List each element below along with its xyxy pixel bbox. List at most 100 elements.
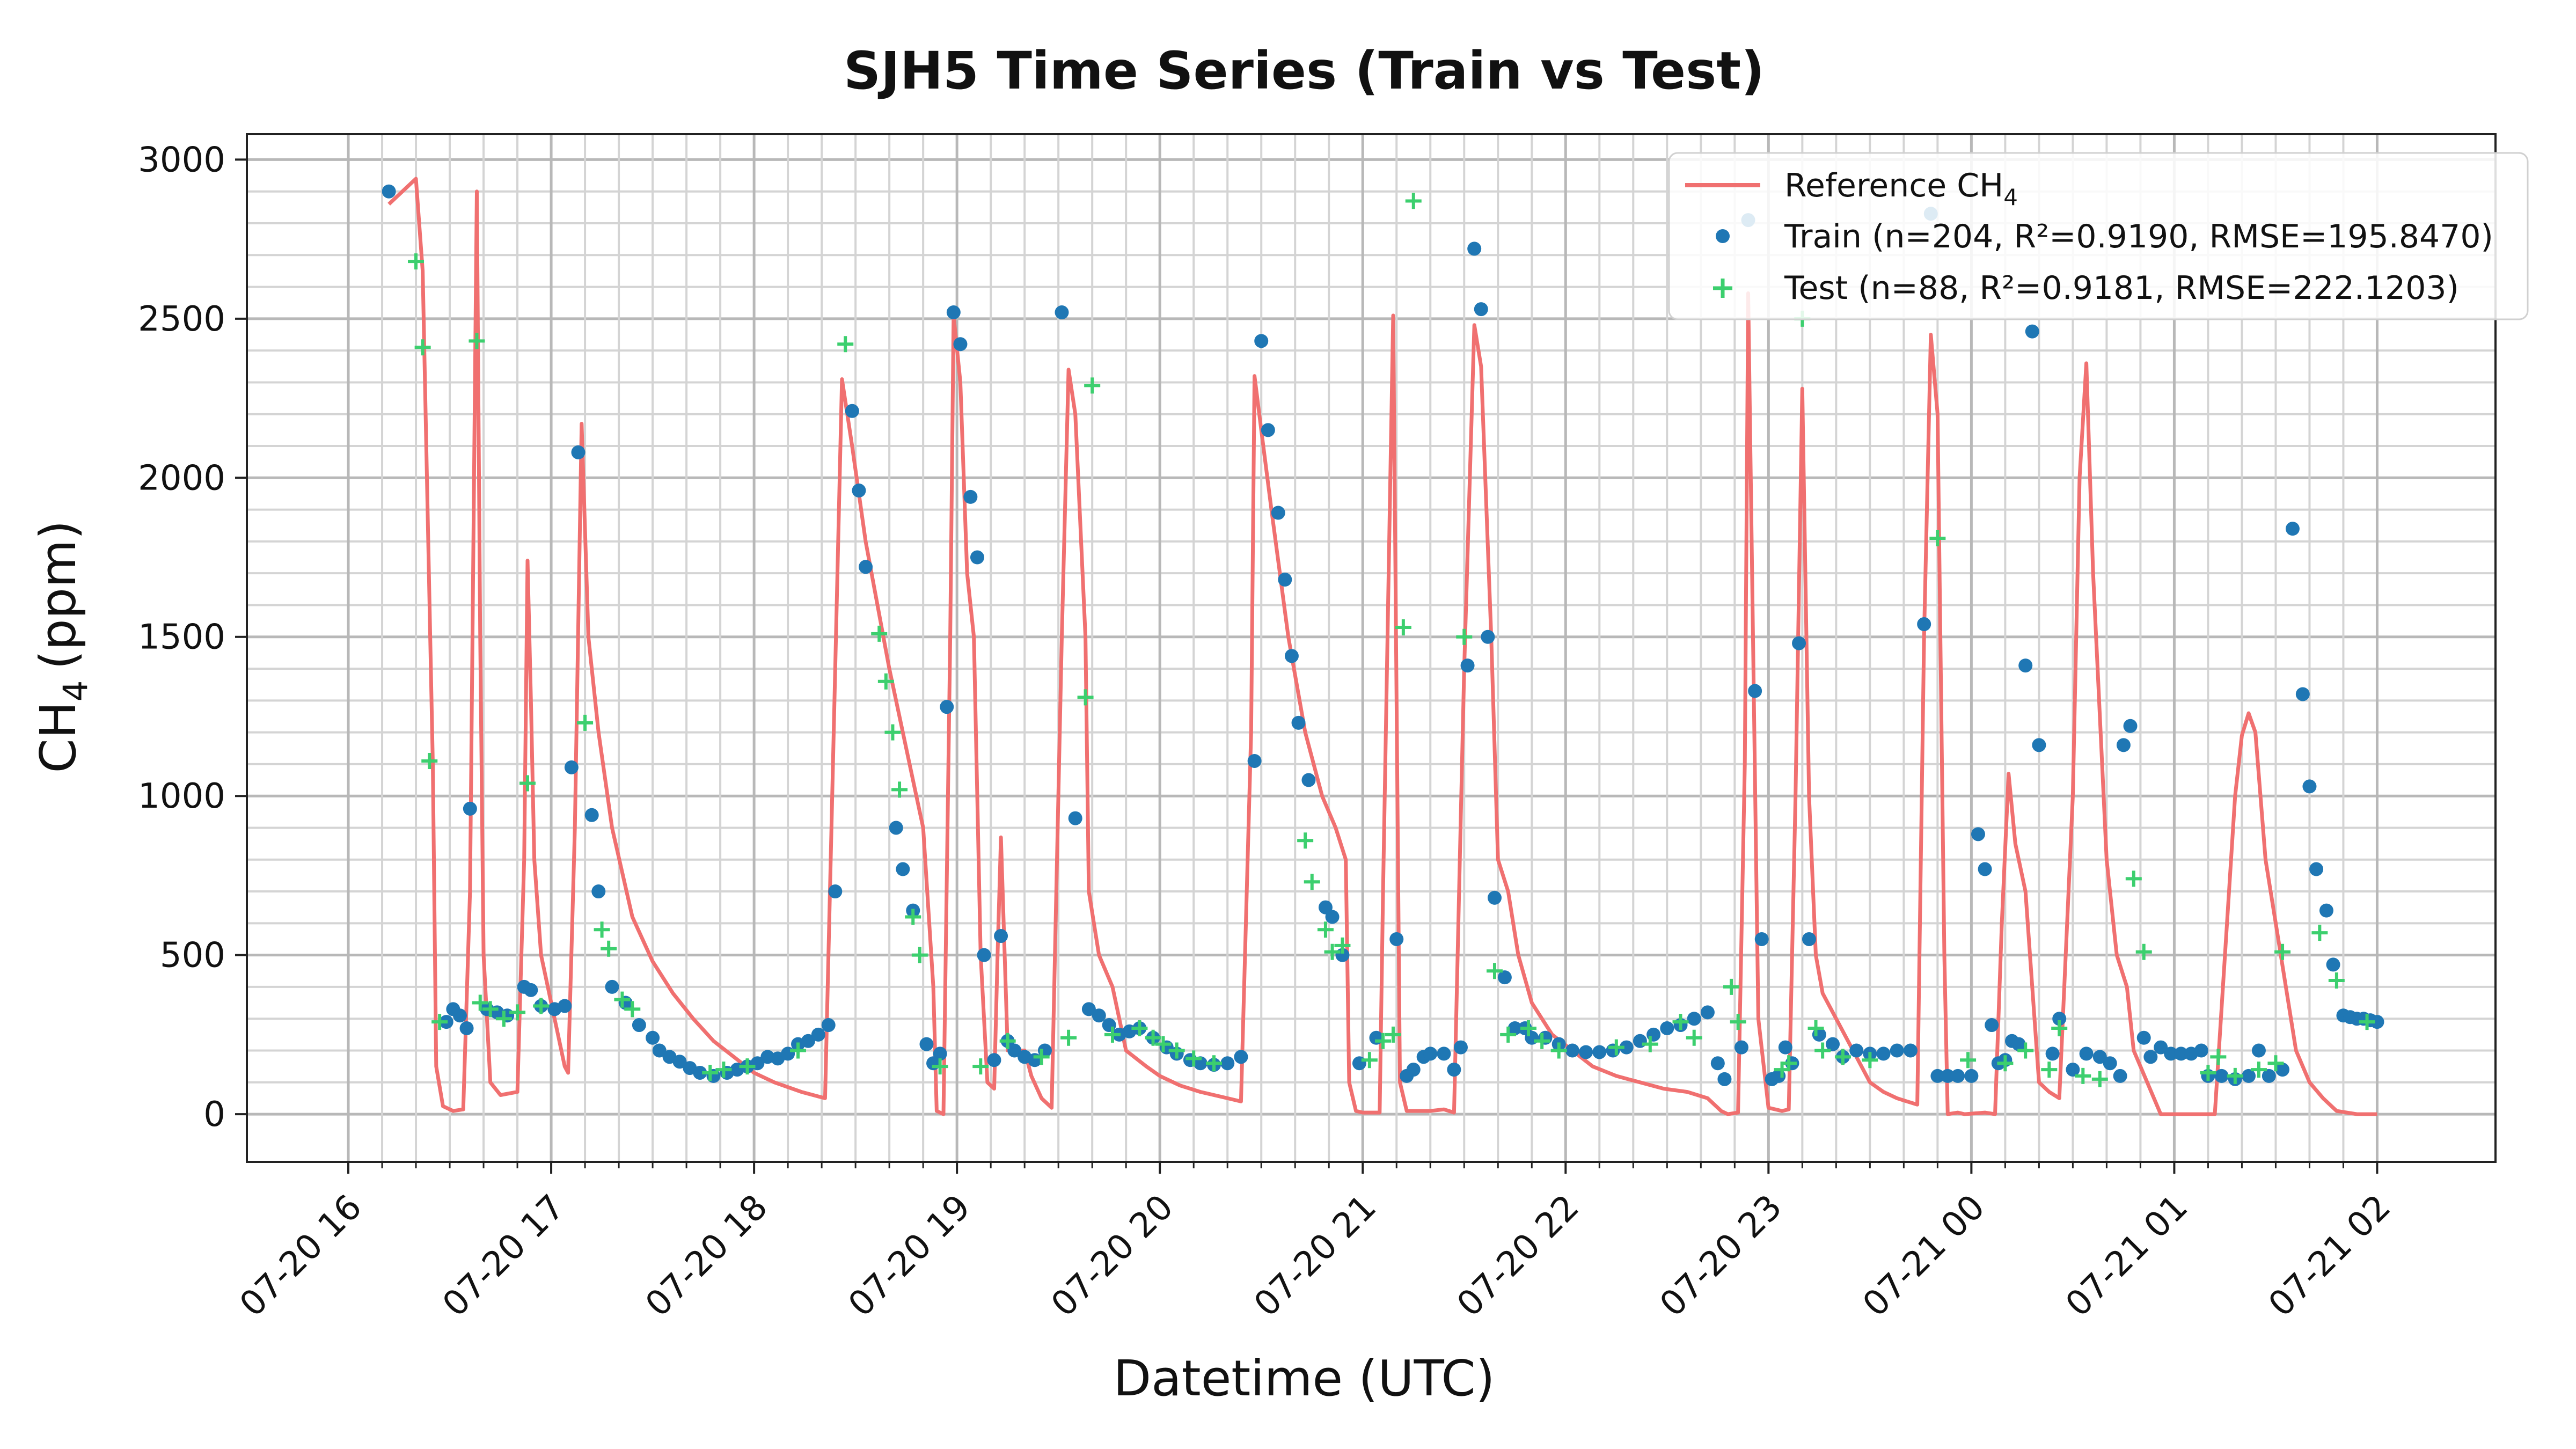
- test-point: [1405, 193, 1422, 209]
- test-point: [1084, 377, 1101, 394]
- train-point: [1890, 1043, 1904, 1058]
- train-point: [919, 1037, 934, 1051]
- train-point: [828, 884, 843, 899]
- train-point: [1978, 862, 1992, 876]
- test-point: [1520, 1020, 1536, 1036]
- test-point: [1456, 628, 1473, 645]
- train-point: [1389, 932, 1404, 946]
- test-point: [414, 339, 431, 356]
- train-point: [953, 337, 968, 352]
- y-axis-label-main: CH: [30, 701, 87, 773]
- train-point: [946, 305, 961, 320]
- chart-title: SJH5 Time Series (Train vs Test): [844, 41, 1765, 101]
- train-point: [1247, 753, 1262, 768]
- test-point: [1672, 1014, 1689, 1030]
- test-point: [1385, 1026, 1401, 1043]
- legend-box: [1668, 152, 2529, 320]
- test-point: [1960, 1052, 1977, 1069]
- train-point: [1734, 1040, 1748, 1055]
- train-point: [1447, 1063, 1461, 1077]
- test-point: [2359, 1014, 2375, 1030]
- train-point: [1081, 1002, 1096, 1016]
- test-point: [1730, 1014, 1746, 1030]
- test-point: [2210, 1049, 2227, 1065]
- train-point: [994, 929, 1008, 943]
- test-point: [2328, 972, 2345, 989]
- test-point: [1317, 921, 1334, 938]
- train-point: [2262, 1069, 2276, 1083]
- train-point: [1507, 1021, 1522, 1035]
- train-point: [2045, 1046, 2060, 1061]
- train-point: [1619, 1040, 1634, 1055]
- test-point: [715, 1062, 732, 1078]
- y-axis-label-subscript: 4: [56, 680, 95, 701]
- train-point: [889, 821, 903, 835]
- train-point: [1261, 423, 1275, 437]
- train-point: [2052, 1012, 2067, 1026]
- train-point: [1481, 630, 1495, 644]
- test-point: [1361, 1052, 1378, 1069]
- x-axis-label: Datetime (UTC): [1113, 1350, 1495, 1407]
- train-point: [2143, 1050, 2158, 1064]
- train-point: [2136, 1030, 2151, 1045]
- train-point: [591, 884, 606, 899]
- test-point: [1608, 1039, 1624, 1056]
- train-point: [1278, 573, 1292, 587]
- train-point: [2194, 1043, 2208, 1058]
- train-point: [845, 404, 859, 418]
- train-point: [1849, 1043, 1864, 1058]
- test-point: [601, 940, 617, 957]
- train-point: [452, 1008, 467, 1023]
- test-point: [1686, 1029, 1702, 1046]
- legend-train-swatch: [1716, 229, 1730, 243]
- train-point: [940, 700, 954, 714]
- test-point: [1077, 689, 1094, 706]
- test-point: [1723, 978, 1740, 995]
- train-point: [1700, 1005, 1715, 1020]
- train-point: [1325, 910, 1340, 924]
- train-point: [1487, 890, 1502, 905]
- test-point: [1206, 1055, 1223, 1072]
- train-point: [672, 1055, 687, 1069]
- legend-test-label: Test (n=88, R²=0.9181, RMSE=222.1203): [1784, 269, 2459, 307]
- test-point: [1060, 1029, 1077, 1046]
- test-point: [739, 1058, 756, 1075]
- train-point: [1254, 334, 1269, 348]
- y-tick-label: 500: [160, 936, 225, 976]
- train-point: [2309, 862, 2324, 876]
- test-point: [421, 752, 438, 769]
- test-point: [2135, 943, 2152, 960]
- test-point: [431, 1014, 448, 1030]
- train-point: [2302, 779, 2317, 794]
- train-point: [1369, 1030, 1384, 1045]
- train-point: [2092, 1050, 2107, 1064]
- test-point: [2075, 1067, 2091, 1084]
- train-point: [2066, 1063, 2080, 1077]
- test-point: [837, 336, 854, 353]
- test-point: [2091, 1071, 2108, 1087]
- train-point: [2103, 1056, 2117, 1071]
- train-point: [2251, 1043, 2266, 1058]
- train-point: [1687, 1012, 1701, 1026]
- legend-reference-subscript: 4: [2003, 184, 2018, 210]
- train-point: [1406, 1063, 1421, 1077]
- train-point: [558, 999, 572, 1013]
- train-point: [1754, 932, 1769, 946]
- test-point: [2017, 1042, 2034, 1059]
- train-point: [1007, 1043, 1022, 1058]
- train-point: [1579, 1045, 1593, 1059]
- train-point: [1748, 684, 1762, 698]
- train-point: [1474, 302, 1488, 317]
- train-point: [852, 484, 866, 498]
- train-point: [2214, 1069, 2229, 1083]
- test-point: [624, 1001, 641, 1018]
- train-point: [1964, 1069, 1979, 1083]
- train-point: [963, 489, 978, 504]
- train-point: [1792, 636, 1806, 650]
- train-point: [1068, 811, 1082, 825]
- train-point: [2275, 1063, 2290, 1077]
- test-point: [577, 714, 594, 731]
- test-point: [469, 333, 485, 349]
- test-point: [1395, 619, 1411, 635]
- test-point: [1929, 530, 1946, 546]
